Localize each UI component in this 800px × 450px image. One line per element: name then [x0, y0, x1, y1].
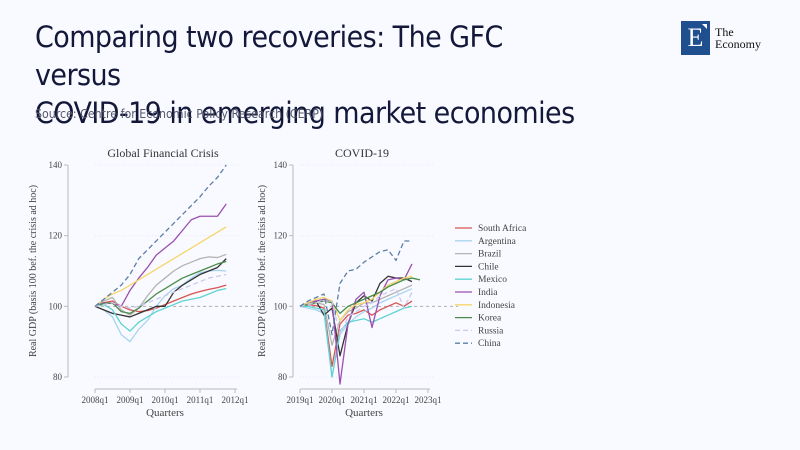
legend-item-label: Argentina — [478, 237, 517, 247]
legend-item-label: China — [478, 339, 501, 349]
chart-title: COVID-19 — [335, 146, 389, 160]
y-tick-label: 80 — [278, 372, 288, 382]
y-tick-label: 80 — [53, 372, 63, 382]
series-line-chile — [299, 275, 413, 357]
legend-item-label: Mexico — [478, 275, 507, 285]
series-line-mexico — [94, 288, 227, 332]
y-axis-label: Real GDP (basis 100 bef. the crisis ad h… — [257, 185, 268, 357]
x-tick-label: 2012q1 — [222, 395, 249, 405]
series-line-russia — [299, 288, 413, 336]
y-tick-label: 120 — [274, 231, 288, 241]
chart-title: Global Financial Crisis — [107, 146, 219, 160]
charts-canvas: Global Financial Crisis 80 100 120 140 Real G… — [28, 146, 527, 419]
x-tick-label: 2008q1 — [82, 395, 109, 405]
logo-text-line-2: Economy — [715, 37, 761, 51]
y-tick-label: 140 — [49, 160, 63, 170]
series-line-argentina — [299, 288, 413, 378]
series-line-russia — [94, 273, 227, 309]
x-tick-label: 2010q1 — [152, 395, 179, 405]
x-tick-label: 2020q1 — [319, 395, 346, 405]
legend-item-label: Chile — [478, 262, 499, 272]
series-line-brazil — [94, 253, 227, 316]
title-line-2: COVID-19 in emerging market economies — [35, 96, 575, 130]
series-line-south-africa — [94, 284, 227, 313]
chart-panel-gfc: Global Financial Crisis 80 100 120 140 Real G… — [28, 146, 265, 419]
logo-text-line-1: The — [715, 25, 734, 39]
y-axis-label: Real GDP (basis 100 bef. the crisis ad h… — [28, 185, 39, 357]
x-tick-label: 2011q1 — [187, 395, 214, 405]
series-line-mexico — [300, 305, 413, 378]
x-tick-label: 2023q1 — [415, 395, 442, 405]
x-tick-label: 2019q1 — [287, 395, 314, 405]
x-axis-label: Quarters — [345, 407, 383, 419]
legend-item-label: Korea — [478, 314, 502, 324]
series-line-korea — [94, 260, 227, 315]
page-title: Comparing two recoveries: The GFC versus… — [35, 18, 593, 132]
legend: South Africa Argentina Brazil Chile Mexico In… — [455, 223, 527, 349]
series-line-argentina — [94, 269, 227, 343]
y-tick-label: 100 — [49, 301, 63, 311]
series-line-chile — [94, 258, 227, 318]
x-tick-label: 2021q1 — [351, 395, 378, 405]
y-tick-label: 120 — [49, 231, 63, 241]
logo-mark-icon: E — [681, 21, 710, 55]
series-line-indonesia — [94, 226, 227, 307]
series-line-brazil — [299, 284, 413, 346]
title-line-1: Comparing two recoveries: The GFC versus — [35, 20, 503, 92]
chart-panel-covid: COVID-19 80 100 120 140 Real GDP (basis 100 b… — [257, 146, 458, 419]
series-line-china — [94, 164, 227, 307]
legend-item-label: Brazil — [478, 250, 502, 260]
the-economy-logo: E The Economy — [681, 21, 761, 55]
y-tick-label: 140 — [274, 160, 288, 170]
legend-item-label: Indonesia — [478, 301, 516, 311]
x-tick-label: 2022q1 — [383, 395, 410, 405]
series-line-india — [299, 263, 413, 385]
x-tick-label: 2009q1 — [117, 395, 144, 405]
series-line-indonesia — [299, 275, 413, 322]
legend-item-label: South Africa — [478, 223, 527, 234]
legend-item-label: Russia — [478, 326, 504, 336]
x-axis-label: Quarters — [146, 407, 184, 419]
y-tick-label: 100 — [274, 301, 288, 311]
series-line-india — [94, 203, 227, 307]
source-note: Source: Centre for Economic Policy Resea… — [35, 107, 324, 121]
legend-item-label: India — [478, 288, 498, 298]
